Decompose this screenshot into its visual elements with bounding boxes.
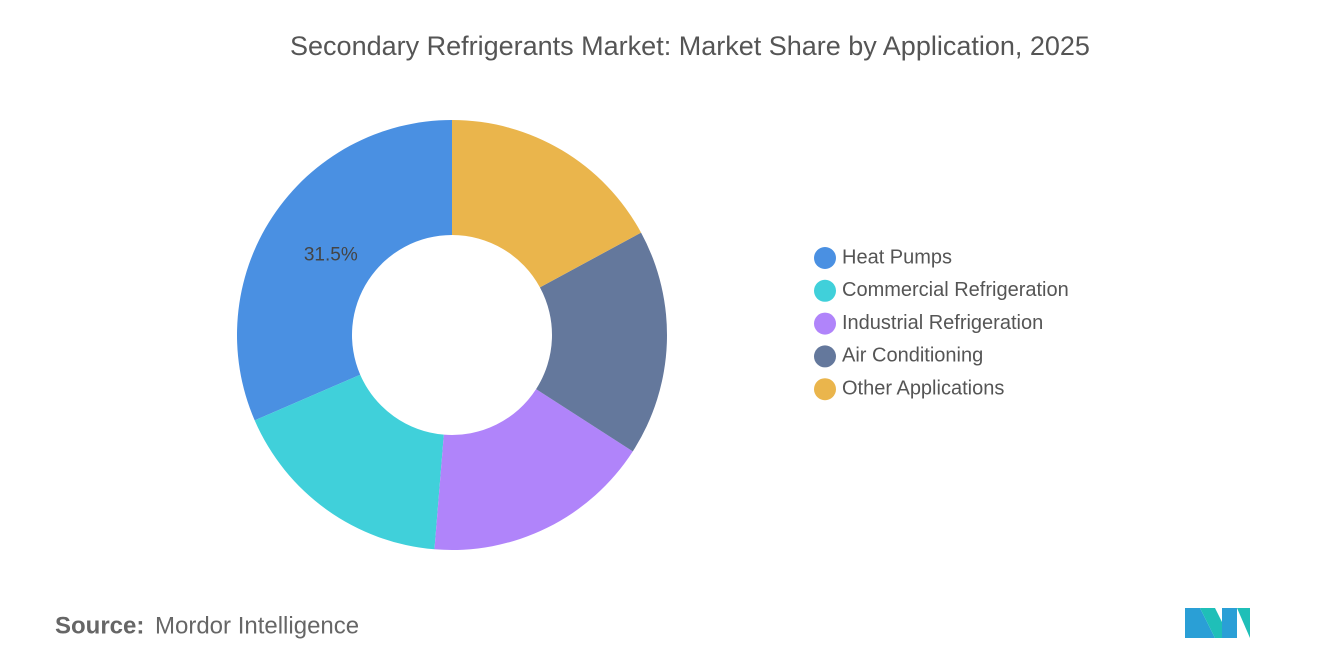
legend-swatch xyxy=(814,378,836,401)
legend-label: Other Applications xyxy=(842,377,1004,399)
donut-slice xyxy=(452,120,642,288)
legend-label: Commercial Refrigeration xyxy=(842,279,1069,301)
donut-slice xyxy=(536,232,667,452)
data-label: 31.5% xyxy=(304,244,358,265)
legend-swatch xyxy=(814,247,836,269)
legend-label: Air Conditioning xyxy=(842,345,983,367)
legend-swatch xyxy=(814,345,836,368)
legend-swatch xyxy=(814,312,836,335)
chart-title: Secondary Refrigerants Market: Market Sh… xyxy=(290,31,1090,61)
legend-swatch xyxy=(814,279,836,302)
donut-slice xyxy=(254,374,444,550)
legend-label: Heat Pumps xyxy=(842,246,952,268)
logo xyxy=(1185,608,1250,638)
donut-slice xyxy=(434,389,633,551)
legend-label: Industrial Refrigeration xyxy=(842,312,1043,334)
source-text: Mordor Intelligence xyxy=(155,612,359,639)
donut-slice xyxy=(236,120,452,421)
source-label: Source: xyxy=(55,612,144,639)
